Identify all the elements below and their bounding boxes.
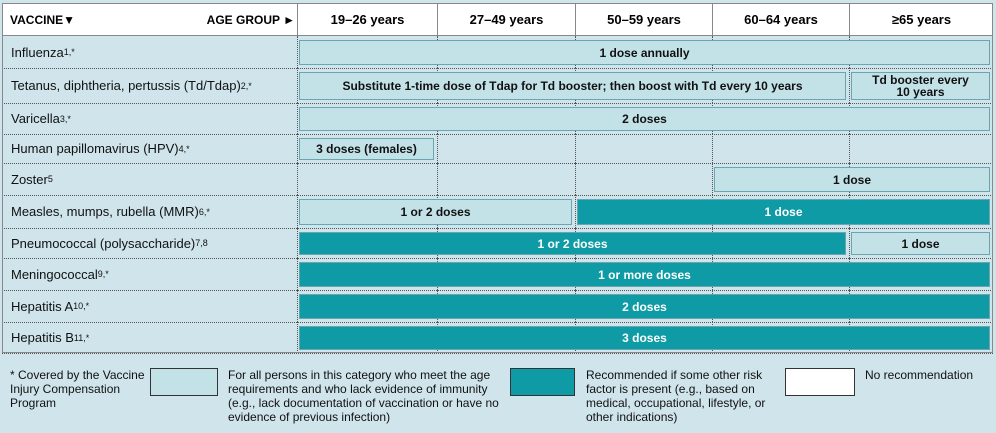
- legend-swatch: [150, 368, 218, 396]
- col-line: [437, 134, 438, 163]
- col-line: [297, 163, 298, 195]
- vaccine-name-text: Human papillomavirus (HPV): [11, 141, 179, 156]
- col-line: [712, 163, 713, 195]
- table-border: [2, 3, 993, 353]
- col-line: [297, 290, 298, 322]
- age-header: ≥65 years: [849, 3, 993, 36]
- row-line: [2, 228, 993, 229]
- dose-bar: 1 or 2 doses: [299, 232, 846, 255]
- col-line: [297, 103, 298, 134]
- legend-swatch: [510, 368, 575, 396]
- vaccine-name-text: Influenza: [11, 44, 64, 60]
- dose-bar: 1 dose: [577, 199, 990, 225]
- legend-text: For all persons in this category who mee…: [228, 368, 499, 424]
- vaccine-name-text: Zoster: [11, 171, 48, 187]
- row-line: [2, 290, 993, 291]
- age-header: 27–49 years: [437, 3, 575, 36]
- vaccine-name-text: Varicella: [11, 111, 60, 126]
- col-line: [575, 134, 576, 163]
- legend-text: Recommended if some other risk factor is…: [586, 368, 766, 424]
- col-line: [297, 68, 298, 103]
- row-line: [2, 68, 993, 69]
- dose-bar: 1 or 2 doses: [299, 199, 572, 225]
- vaccine-name: Varicella 3,*: [11, 111, 71, 126]
- legend-text: No recommendation: [865, 368, 974, 382]
- vaccine-name-text: Hepatitis A: [11, 298, 74, 314]
- col-line: [849, 68, 850, 103]
- dose-bar: 2 doses: [299, 107, 990, 131]
- row-line: [2, 134, 993, 135]
- dose-bar: 1 dose: [851, 232, 990, 255]
- row-line: [2, 103, 993, 104]
- vaccine-name: Human papillomavirus (HPV) 4,*: [11, 141, 190, 156]
- row-line: [2, 195, 993, 196]
- vaccine-name: Pneumococcal (polysaccharide) 7,8: [11, 235, 208, 251]
- vaccine-header: VACCINE▼: [10, 12, 75, 27]
- col-line: [712, 134, 713, 163]
- vaccine-name-text: Pneumococcal (polysaccharide): [11, 235, 196, 251]
- legend-swatch: [785, 368, 855, 396]
- dose-bar: 3 doses (females): [299, 138, 434, 160]
- col-line: [297, 258, 298, 290]
- dose-bar: 3 doses: [299, 326, 990, 350]
- vaccine-name-text: Measles, mumps, rubella (MMR): [11, 204, 199, 219]
- col-line: [849, 228, 850, 258]
- age-header: 60–64 years: [712, 3, 849, 36]
- vaccine-name: Measles, mumps, rubella (MMR) 6,*: [11, 204, 210, 219]
- dose-bar: 1 or more doses: [299, 262, 990, 287]
- dose-bar: Substitute 1-time dose of Tdap for Td bo…: [299, 72, 846, 100]
- row-line: [2, 353, 993, 354]
- vaccine-name-text: Meningococcal: [11, 266, 98, 282]
- dose-bar: 2 doses: [299, 294, 990, 319]
- col-line: [297, 134, 298, 163]
- col-line: [575, 163, 576, 195]
- row-line: [2, 163, 993, 164]
- vaccine-name: Hepatitis B 11,*: [11, 330, 90, 345]
- col-line: [297, 228, 298, 258]
- col-line: [297, 195, 298, 228]
- row-line: [2, 322, 993, 323]
- vaccine-name: Influenza 1,*: [11, 44, 75, 60]
- vaccine-name-text: Hepatitis B: [11, 330, 74, 345]
- col-line: [297, 36, 298, 68]
- vaccine-name: Tetanus, diphtheria, pertussis (Td/Tdap)…: [11, 78, 252, 93]
- vaccine-name-text: Tetanus, diphtheria, pertussis (Td/Tdap): [11, 78, 241, 93]
- footnote: * Covered by the Vaccine Injury Compensa…: [10, 368, 145, 410]
- col-line: [297, 322, 298, 353]
- dose-bar: Td booster every 10 years: [851, 72, 990, 100]
- col-line: [437, 163, 438, 195]
- vaccine-name: Zoster 5: [11, 171, 53, 187]
- col-line: [849, 134, 850, 163]
- vaccine-name: Hepatitis A 10,*: [11, 298, 90, 314]
- row-line: [2, 258, 993, 259]
- vaccine-name: Meningococcal 9,*: [11, 266, 109, 282]
- dose-bar: 1 dose: [714, 167, 990, 192]
- col-line: [575, 195, 576, 228]
- age-group-header: AGE GROUP ►: [206, 12, 295, 27]
- dose-bar: 1 dose annually: [299, 40, 990, 65]
- age-header: 19–26 years: [297, 3, 437, 36]
- age-header: 50–59 years: [575, 3, 712, 36]
